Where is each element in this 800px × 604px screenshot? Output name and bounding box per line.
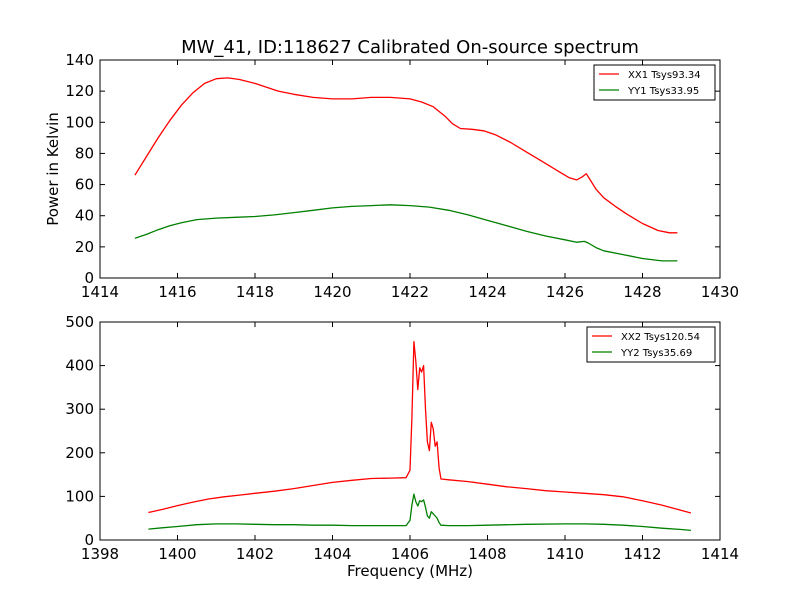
bottom-subplot: 1398 1400 1402 1404 1406 1408 1410 1412 1414 0 100… <box>65 313 739 580</box>
series-layer <box>134 77 678 262</box>
x-tick-label: 1418 <box>236 283 274 301</box>
series-line-yy2 <box>148 493 691 532</box>
top-subplot: 1414 1416 1418 1420 1422 1424 1426 1428 1430 0 20 4… <box>44 51 739 301</box>
chart-title: MW_41, ID:118627 Calibrated On-source sp… <box>181 37 639 58</box>
x-tick-label: 1404 <box>313 545 351 563</box>
y-tick-label: 100 <box>65 487 94 505</box>
series-line-yy1 <box>134 204 678 262</box>
x-tick-label: 1430 <box>701 283 739 301</box>
legend: XX1 Tsys93.34 YY1 Tsys33.95 <box>593 64 716 101</box>
x-tick-label: 1412 <box>623 545 661 563</box>
y-tick-label: 400 <box>65 357 94 375</box>
series-layer <box>148 340 692 532</box>
x-tick-label: 1414 <box>701 545 739 563</box>
y-tick-label: 80 <box>75 144 94 162</box>
y-tick-label: 0 <box>84 269 94 287</box>
x-tick-label: 1406 <box>391 545 429 563</box>
legend-box <box>586 326 716 363</box>
x-tick-label: 1400 <box>158 545 196 563</box>
legend: XX2 Tsys120.54 YY2 Tsys35.69 <box>586 326 716 363</box>
x-tick-label: 1422 <box>391 283 429 301</box>
y-tick-label: 20 <box>75 238 94 256</box>
ticks-layer: 1414 1416 1418 1420 1422 1424 1426 1428 1430 0 20 4… <box>65 51 739 301</box>
series-line-xx1 <box>134 77 678 234</box>
legend-label-xx2: XX2 Tsys120.54 <box>621 332 700 343</box>
x-tick-label: 1414 <box>81 283 119 301</box>
legend-box <box>593 64 716 101</box>
y-tick-label: 200 <box>65 444 94 462</box>
x-tick-label: 1398 <box>81 545 119 563</box>
y-tick-label: 60 <box>75 176 94 194</box>
x-tick-label: 1424 <box>468 283 506 301</box>
y-tick-label: 40 <box>75 207 94 225</box>
x-tick-label: 1420 <box>313 283 351 301</box>
x-tick-label: 1408 <box>468 545 506 563</box>
x-axis-label: Frequency (MHz) <box>347 562 473 580</box>
legend-label-yy2: YY2 Tsys35.69 <box>620 348 692 359</box>
y-tick-label: 120 <box>65 82 94 100</box>
x-tick-label: 1426 <box>546 283 584 301</box>
y-tick-label: 300 <box>65 400 94 418</box>
y-tick-label: 0 <box>84 531 94 549</box>
legend-label-yy1: YY1 Tsys33.95 <box>627 86 699 97</box>
x-tick-label: 1416 <box>158 283 196 301</box>
x-tick-label: 1410 <box>546 545 584 563</box>
x-tick-label: 1402 <box>236 545 274 563</box>
ticks-layer: 1398 1400 1402 1404 1406 1408 1410 1412 1414 0 100… <box>65 313 739 563</box>
y-axis-label: Power in Kelvin <box>44 112 62 226</box>
x-tick-label: 1428 <box>623 283 661 301</box>
y-tick-label: 140 <box>65 51 94 69</box>
y-tick-label: 500 <box>65 313 94 331</box>
series-line-xx2 <box>148 340 692 514</box>
y-tick-label: 100 <box>65 113 94 131</box>
legend-label-xx1: XX1 Tsys93.34 <box>628 70 701 81</box>
